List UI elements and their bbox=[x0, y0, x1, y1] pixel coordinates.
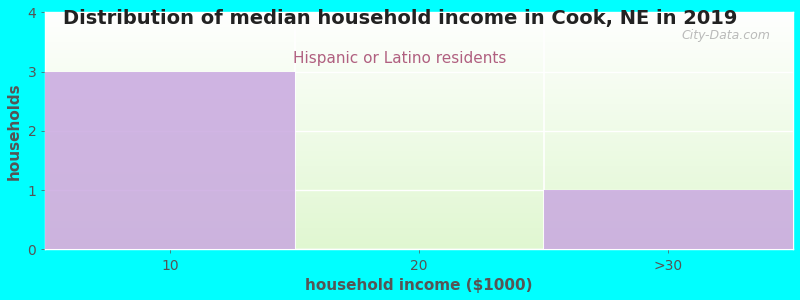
Text: Distribution of median household income in Cook, NE in 2019: Distribution of median household income … bbox=[63, 9, 737, 28]
Bar bbox=[544, 190, 793, 250]
Y-axis label: households: households bbox=[7, 82, 22, 180]
Text: City-Data.com: City-Data.com bbox=[682, 29, 770, 42]
Text: Hispanic or Latino residents: Hispanic or Latino residents bbox=[294, 51, 506, 66]
X-axis label: household income ($1000): household income ($1000) bbox=[306, 278, 533, 293]
Bar bbox=[46, 72, 294, 250]
